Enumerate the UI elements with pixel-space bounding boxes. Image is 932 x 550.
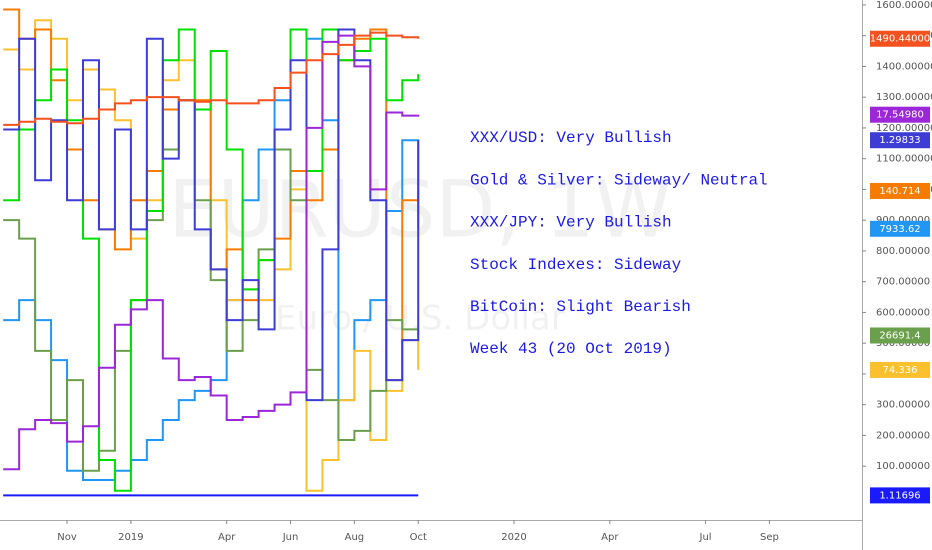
price-label: 7933.62 bbox=[879, 224, 920, 235]
annotation: Stock Indexes: Sideway bbox=[470, 256, 682, 274]
price-label-bg bbox=[870, 220, 930, 237]
price-label-bg bbox=[870, 106, 930, 123]
y-tick-label: 1200.00000 bbox=[876, 123, 932, 134]
y-tick-label: 800.00000 bbox=[876, 246, 930, 257]
y-tick-label: 500.00000 bbox=[876, 338, 930, 349]
y-tick-label: 100.00000 bbox=[876, 461, 930, 472]
price-label: 1490.44000 bbox=[870, 34, 930, 45]
y-tick-label: 700.00000 bbox=[876, 277, 930, 288]
annotation: Gold & Silver: Sideway/ Neutral bbox=[470, 171, 768, 189]
series-line bbox=[3, 31, 420, 126]
x-tick-label: Aug bbox=[345, 532, 365, 543]
axes: 100.00000200.00000300.00000400.00000500.… bbox=[57, 0, 932, 543]
x-tick-label: Sep bbox=[760, 532, 779, 543]
price-label: 1.11696 bbox=[879, 490, 920, 501]
price-label: 17.54980 bbox=[876, 110, 924, 121]
price-label-bg bbox=[870, 30, 930, 47]
price-label: 74.336 bbox=[883, 365, 918, 376]
y-tick-label: 1600.00000 bbox=[876, 0, 932, 11]
x-tick-label: Jul bbox=[699, 532, 712, 543]
annotation: Week 43 (20 Oct 2019) bbox=[470, 340, 672, 358]
plot-area bbox=[3, 8, 420, 497]
price-label: 1.29833 bbox=[879, 135, 920, 146]
price-label-bg bbox=[870, 182, 930, 199]
y-tick-label: 1400.00000 bbox=[876, 61, 932, 72]
series-line bbox=[3, 34, 420, 471]
watermark: EURUSD, 1W bbox=[168, 165, 672, 255]
price-label: 140.714 bbox=[879, 186, 920, 197]
price-label: 26691.4 bbox=[879, 330, 920, 341]
y-tick-label: 1100.00000 bbox=[876, 154, 932, 165]
price-label-bg bbox=[870, 327, 930, 344]
y-tick-label: 900.00000 bbox=[876, 215, 930, 226]
x-tick-label: Jun bbox=[282, 532, 299, 543]
price-label-bg bbox=[870, 487, 930, 504]
x-tick-label: 2019 bbox=[118, 532, 143, 543]
annotation: XXX/USD: Very Bullish bbox=[470, 129, 672, 147]
y-tick-label: 600.00000 bbox=[876, 307, 930, 318]
x-tick-label: Oct bbox=[410, 532, 427, 543]
x-tick-label: Apr bbox=[601, 532, 619, 543]
x-tick-label: 2020 bbox=[501, 532, 526, 543]
annotation: BitCoin: Slight Bearish bbox=[470, 298, 691, 316]
annotations: XXX/USD: Very Bullish Gold & Silver: Side… bbox=[470, 129, 768, 358]
y-tick-label: 1300.00000 bbox=[876, 92, 932, 103]
series-line bbox=[3, 99, 420, 472]
x-tick-label: Nov bbox=[57, 532, 77, 543]
price-label-bg bbox=[870, 361, 930, 378]
annotation: XXX/JPY: Very Bullish bbox=[470, 214, 672, 232]
y-tick-label: 200.00000 bbox=[876, 430, 930, 441]
price-label-bg bbox=[870, 132, 930, 149]
x-tick-label: Apr bbox=[218, 532, 236, 543]
y-tick-label: 300.00000 bbox=[876, 400, 930, 411]
